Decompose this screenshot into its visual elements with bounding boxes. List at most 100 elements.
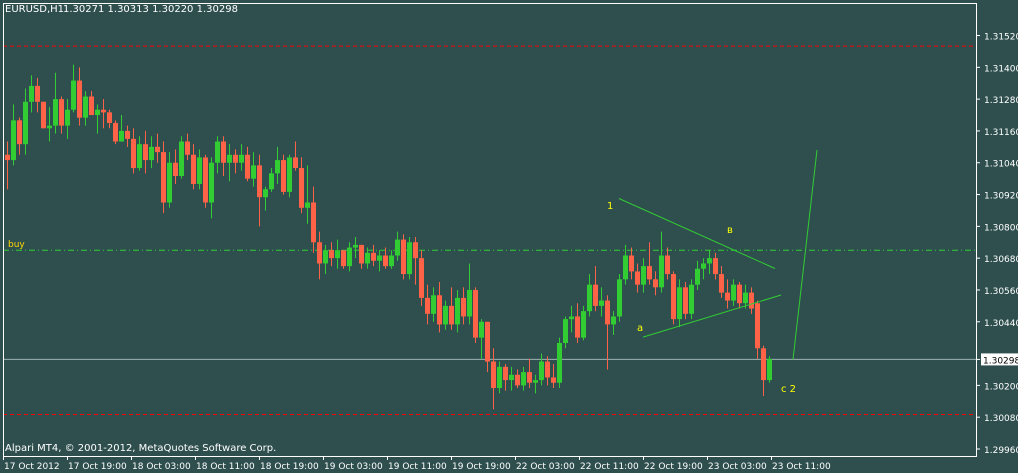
buy-level-label: buy (8, 240, 25, 250)
candle (527, 358, 532, 389)
candle (353, 236, 358, 259)
candle-body (107, 112, 112, 123)
wave-projection-line (792, 149, 818, 360)
candle (323, 244, 328, 275)
candle-body (539, 361, 544, 381)
candle-body (389, 255, 394, 267)
candle (269, 168, 274, 192)
candle (539, 353, 544, 386)
candle-body (365, 252, 370, 264)
x-tick-label: 22 Oct 11:00 (580, 462, 639, 472)
candle (725, 279, 730, 309)
candle-body (473, 289, 478, 338)
candle (611, 311, 616, 336)
candle (419, 250, 424, 306)
candle-body (767, 358, 772, 381)
candle (365, 247, 370, 269)
candle-body (755, 303, 760, 349)
candle-body (317, 242, 322, 264)
candle-body (245, 154, 250, 179)
candle-body (149, 146, 154, 161)
candle (233, 149, 238, 174)
candle (743, 284, 748, 309)
candle (239, 144, 244, 171)
candle-body (425, 297, 430, 314)
candle-body (533, 380, 538, 383)
candle (617, 274, 622, 322)
candle (245, 146, 250, 182)
candle (383, 247, 388, 269)
candle (521, 366, 526, 391)
candle-body (227, 154, 232, 163)
candle-body (659, 255, 664, 288)
y-tick-label: 1.31280 (984, 96, 1018, 106)
candle (341, 250, 346, 269)
x-tick-label: 18 Oct 11:00 (196, 462, 255, 472)
candle (209, 157, 214, 219)
candle-body (509, 374, 514, 381)
candle-body (617, 279, 622, 317)
candle (77, 67, 82, 126)
axes: 1.31520 1.31400 1.31280 1.31160 1.31040 1.309… (3, 3, 1018, 472)
candle (215, 136, 220, 174)
candle-body (593, 284, 598, 306)
copyright-text: Alpari MT4, © 2001-2012, MetaQuotes Soft… (5, 443, 276, 454)
candle-body (707, 258, 712, 264)
x-tick-label: 18 Oct 19:00 (260, 462, 319, 472)
candle-body (23, 101, 28, 145)
candle-body (701, 263, 706, 269)
candle (221, 136, 226, 176)
candle (545, 356, 550, 386)
y-tick-label: 1.29960 (984, 446, 1018, 456)
candle-body (119, 130, 124, 142)
candle-body (233, 154, 238, 163)
candle-body (269, 173, 274, 190)
current-price-label: 1.30298 (983, 356, 1018, 366)
candle (317, 231, 322, 280)
candle-body (383, 255, 388, 267)
candle (329, 242, 334, 267)
candle-body (77, 80, 82, 118)
candle (41, 101, 46, 129)
candle-body (401, 239, 406, 275)
candle-body (371, 252, 376, 261)
candle (437, 282, 442, 333)
candle-body (251, 165, 256, 179)
candle (455, 289, 460, 333)
wave-drawings (618, 149, 818, 360)
candle (533, 374, 538, 394)
candle (479, 319, 484, 359)
candle (203, 154, 208, 208)
candle-body (161, 152, 166, 203)
candle-body (167, 162, 172, 203)
ohlc-readout: 1.30271 1.30313 1.30220 1.30298 (63, 4, 238, 15)
x-tick-label: 19 Oct 11:00 (388, 462, 447, 472)
candle-body (719, 274, 724, 293)
candle (143, 130, 148, 174)
candle-body (359, 244, 364, 264)
candle-body (305, 202, 310, 208)
candle-body (437, 295, 442, 325)
candle (755, 300, 760, 359)
candle (443, 300, 448, 330)
candle (371, 244, 376, 267)
candle-body (491, 361, 496, 389)
y-tick-label: 1.30200 (984, 382, 1018, 392)
candle (257, 154, 262, 227)
candle-body (209, 162, 214, 203)
candle (473, 287, 478, 343)
candle (395, 231, 400, 261)
candle-body (683, 287, 688, 314)
candle (71, 64, 76, 113)
candle (305, 165, 310, 224)
candle (749, 287, 754, 314)
candle (185, 133, 190, 161)
candle-body (557, 342, 562, 383)
candle-body (467, 289, 472, 317)
candle-body (329, 250, 334, 259)
y-tick-label: 1.31400 (984, 64, 1018, 74)
y-tick-label: 1.30080 (984, 414, 1018, 424)
candle-body (443, 305, 448, 325)
